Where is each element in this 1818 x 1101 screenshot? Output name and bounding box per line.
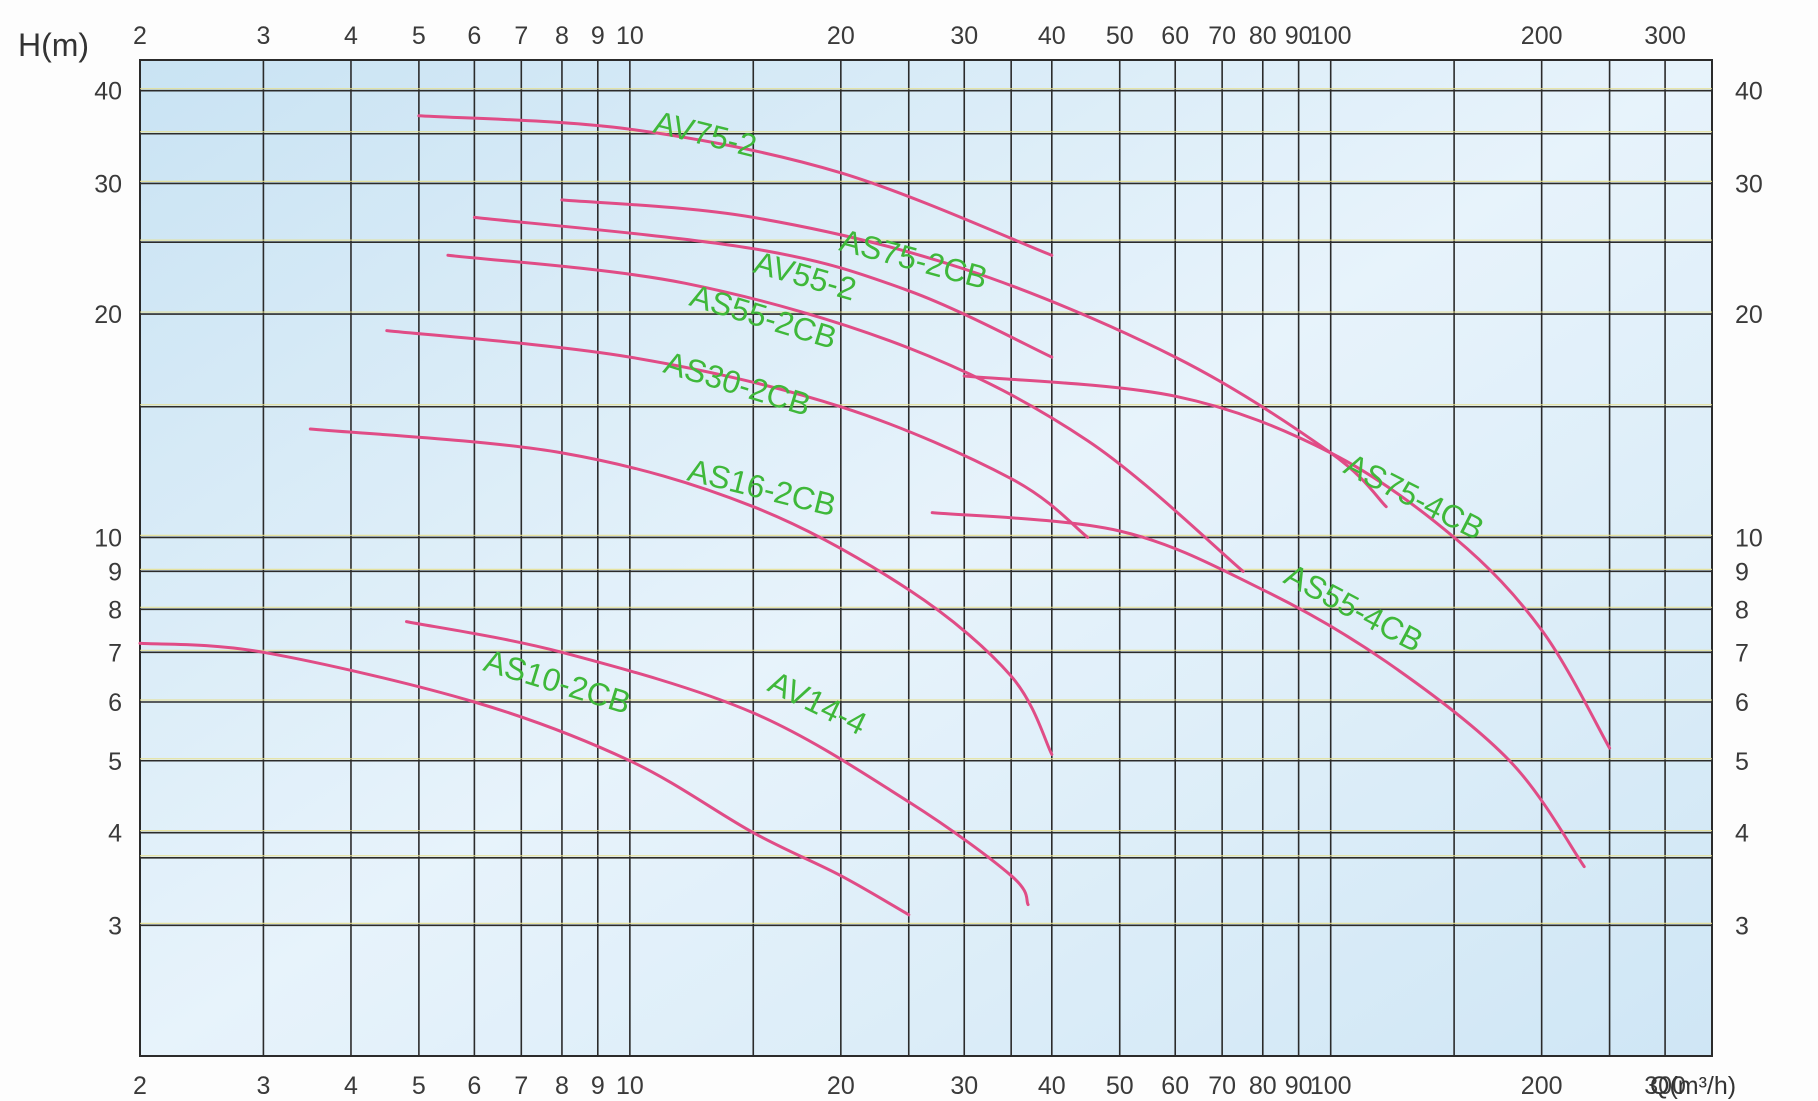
x-tick-label-top: 8 (555, 22, 569, 50)
x-tick-label-bottom: 50 (1106, 1072, 1134, 1100)
curves (138, 114, 1612, 917)
x-tick-label-bottom: 3 (256, 1072, 270, 1100)
x-tick-label-top: 60 (1161, 22, 1189, 50)
x-tick-label-top: 9 (591, 22, 605, 50)
x-tick-label-top: 2 (133, 22, 147, 50)
y-tick-label-right: 30 (1735, 170, 1763, 198)
x-tick-label-bottom: 2 (133, 1072, 147, 1100)
y-tick-label-right: 20 (1735, 301, 1763, 329)
y-tick-label-left: 3 (108, 912, 122, 940)
y-tick-label-left: 30 (94, 170, 122, 198)
plot-area (140, 60, 1712, 1056)
y-axis-title: H(m) (18, 27, 89, 63)
y-tick-label-right: 7 (1735, 639, 1749, 667)
x-tick-label-bottom: 100 (1310, 1072, 1352, 1100)
x-tick-label-top: 30 (950, 22, 978, 50)
y-tick-label-left: 5 (108, 748, 122, 776)
x-tick-label-bottom: 30 (950, 1072, 978, 1100)
curve-as75-4cb (962, 374, 1612, 750)
x-tick-label-top: 40 (1038, 22, 1066, 50)
x-tick-label-top: 5 (412, 22, 426, 50)
y-tick-label-left: 20 (94, 301, 122, 329)
curve-as55-2cb (446, 253, 1245, 573)
x-tick-label-bottom: 20 (827, 1072, 855, 1100)
y-tick-label-left: 9 (108, 558, 122, 586)
x-tick-label-top: 100 (1310, 22, 1352, 50)
y-tick-label-left: 40 (94, 78, 122, 106)
x-tick-label-bottom: 70 (1208, 1072, 1236, 1100)
curve-as10-2cb (138, 641, 911, 917)
y-tick-label-right: 9 (1735, 558, 1749, 586)
x-tick-label-top: 10 (616, 22, 644, 50)
x-tick-label-top: 200 (1521, 22, 1563, 50)
y-tick-label-right: 3 (1735, 912, 1749, 940)
x-tick-label-top: 70 (1208, 22, 1236, 50)
x-tick-label-bottom: 6 (467, 1072, 481, 1100)
x-tick-label-top: 300 (1644, 22, 1686, 50)
y-tick-label-right: 5 (1735, 748, 1749, 776)
x-tick-label-top: 4 (344, 22, 358, 50)
x-tick-label-bottom: 300 (1644, 1072, 1686, 1100)
curve-av75-2 (417, 114, 1054, 257)
x-tick-label-bottom: 4 (344, 1072, 358, 1100)
x-tick-label-bottom: 9 (591, 1072, 605, 1100)
x-tick-label-top: 50 (1106, 22, 1134, 50)
tick-labels: 2233445566778899101020203030404050506060… (94, 22, 1763, 1100)
y-tick-label-right: 8 (1735, 596, 1749, 624)
x-tick-label-bottom: 200 (1521, 1072, 1563, 1100)
curve-as30-2cb (385, 329, 1090, 539)
grid (139, 59, 1713, 1057)
curve-av14-4 (405, 620, 1030, 907)
y-tick-label-left: 8 (108, 596, 122, 624)
x-tick-label-bottom: 40 (1038, 1072, 1066, 1100)
x-tick-label-bottom: 60 (1161, 1072, 1189, 1100)
x-tick-label-bottom: 90 (1285, 1072, 1313, 1100)
x-tick-label-top: 7 (514, 22, 528, 50)
y-tick-label-right: 4 (1735, 820, 1749, 848)
y-tick-label-left: 10 (94, 524, 122, 552)
y-tick-label-right: 40 (1735, 78, 1763, 106)
x-tick-label-bottom: 80 (1249, 1072, 1277, 1100)
x-tick-label-bottom: 5 (412, 1072, 426, 1100)
x-tick-label-top: 80 (1249, 22, 1277, 50)
x-axis-title: Q(m³/h) (1650, 1072, 1736, 1100)
y-tick-label-right: 6 (1735, 689, 1749, 717)
x-tick-label-bottom: 10 (616, 1072, 644, 1100)
x-tick-label-top: 3 (256, 22, 270, 50)
x-tick-label-bottom: 7 (514, 1072, 528, 1100)
x-tick-label-top: 20 (827, 22, 855, 50)
y-tick-label-left: 6 (108, 689, 122, 717)
curve-as55-4cb (930, 511, 1586, 869)
y-tick-label-left: 4 (108, 820, 122, 848)
y-tick-label-left: 7 (108, 639, 122, 667)
x-tick-label-bottom: 8 (555, 1072, 569, 1100)
x-tick-label-top: 6 (467, 22, 481, 50)
curve-av55-2 (472, 215, 1054, 359)
y-tick-label-right: 10 (1735, 524, 1763, 552)
x-tick-label-top: 90 (1285, 22, 1313, 50)
curve-as16-2cb (308, 427, 1054, 756)
